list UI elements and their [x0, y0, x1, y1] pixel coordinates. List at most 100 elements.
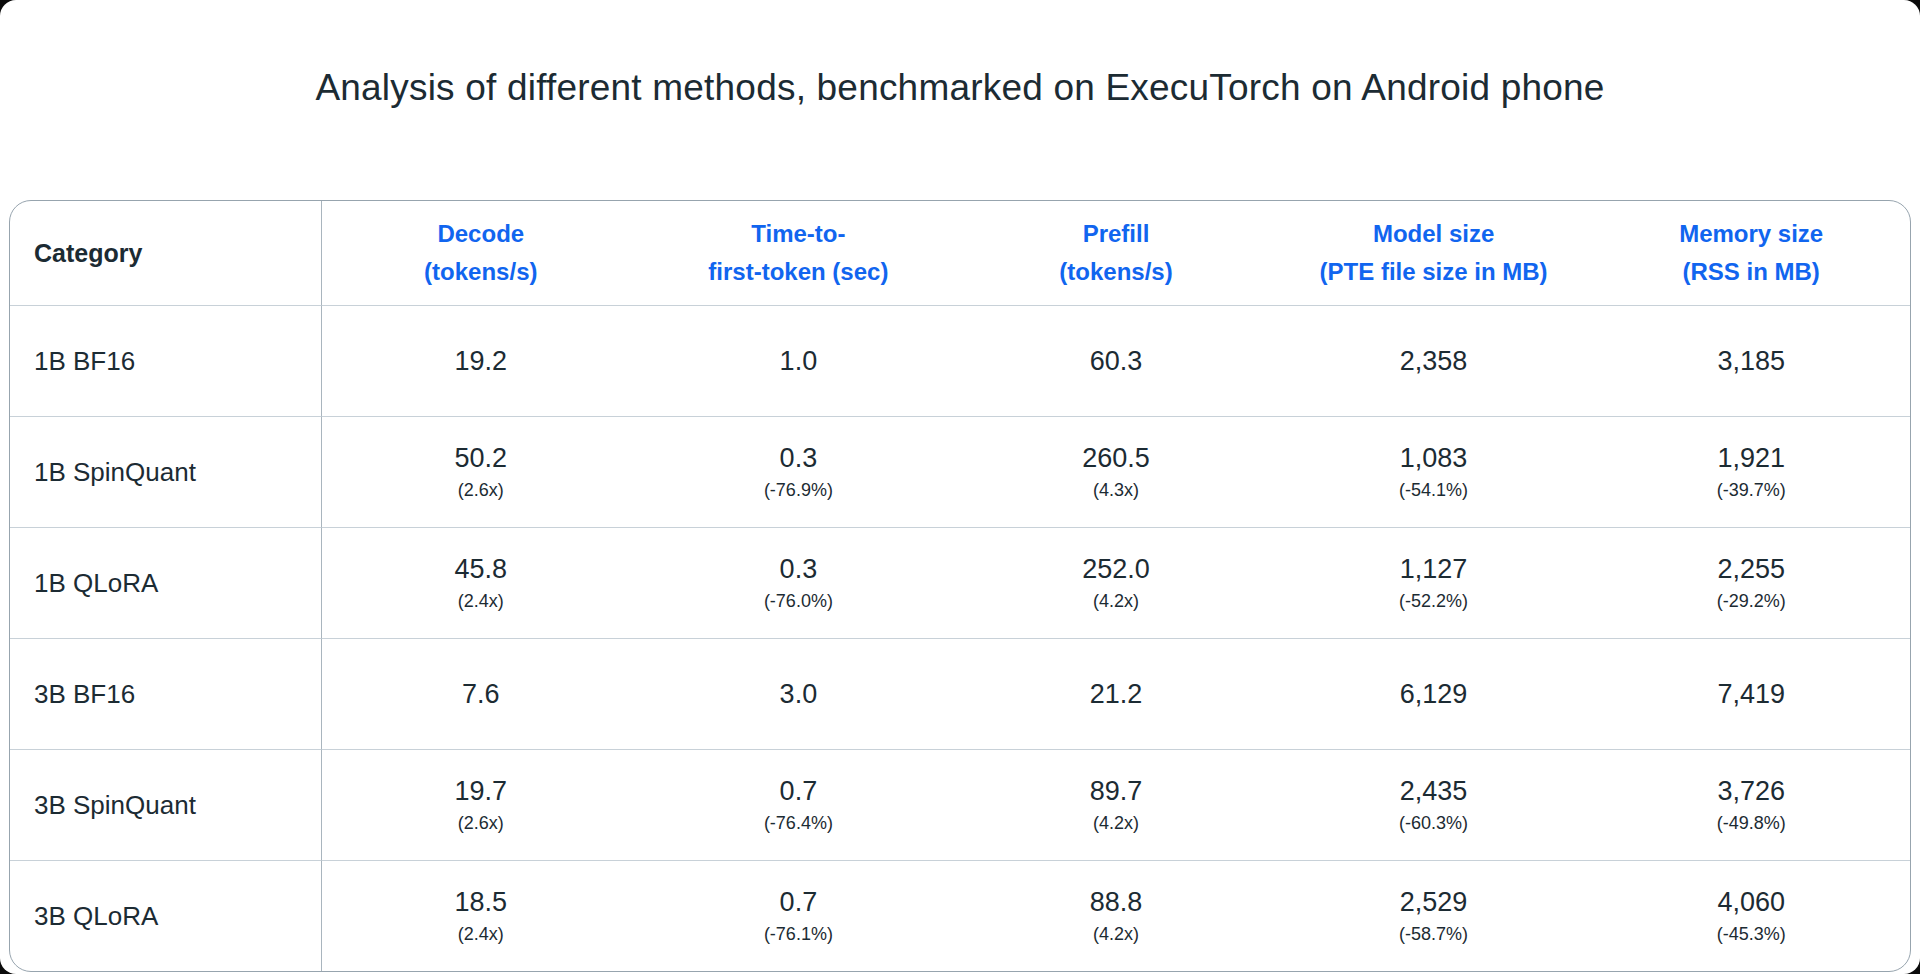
cell-subvalue: (4.2x): [1093, 591, 1139, 612]
cell-subvalue: (2.4x): [458, 591, 504, 612]
cell-value: 1,127: [1400, 554, 1468, 585]
cell-subvalue: (2.4x): [458, 924, 504, 945]
cell-value: 2,358: [1400, 346, 1468, 377]
cell-value: 0.7: [780, 776, 818, 807]
cell-value: 1.0: [780, 346, 818, 377]
cell-decode: 7.6: [322, 638, 640, 749]
cell-value: 19.7: [455, 776, 508, 807]
column-header-line1: Time-to-: [751, 215, 845, 253]
cell-subvalue: (-76.0%): [764, 591, 833, 612]
cell-decode: 19.2: [322, 305, 640, 416]
cell-value: 0.7: [780, 887, 818, 918]
cell-ttft: 0.3 (-76.9%): [640, 416, 958, 527]
column-header-line2: (PTE file size in MB): [1320, 253, 1548, 291]
cell-subvalue: (2.6x): [458, 480, 504, 501]
content-card: Analysis of different methods, benchmark…: [0, 0, 1920, 974]
cell-value: 3,726: [1717, 776, 1785, 807]
cell-ttft: 0.7 (-76.4%): [640, 749, 958, 860]
cell-value: 1,921: [1717, 443, 1785, 474]
cell-memory-size: 1,921 (-39.7%): [1592, 416, 1910, 527]
column-header-ttft: Time-to- first-token (sec): [640, 201, 958, 305]
cell-value: 3.0: [780, 679, 818, 710]
cell-model-size: 2,529 (-58.7%): [1275, 860, 1593, 971]
row-label: 3B BF16: [10, 638, 322, 749]
cell-model-size: 1,127 (-52.2%): [1275, 527, 1593, 638]
cell-value: 0.3: [780, 554, 818, 585]
cell-value: 45.8: [455, 554, 508, 585]
cell-memory-size: 3,726 (-49.8%): [1592, 749, 1910, 860]
cell-value: 3,185: [1717, 346, 1785, 377]
row-label: 3B SpinQuant: [10, 749, 322, 860]
column-header-line1: Decode: [437, 215, 524, 253]
cell-value: 89.7: [1090, 776, 1143, 807]
cell-model-size: 6,129: [1275, 638, 1593, 749]
cell-memory-size: 7,419: [1592, 638, 1910, 749]
cell-model-size: 1,083 (-54.1%): [1275, 416, 1593, 527]
cell-decode: 18.5 (2.4x): [322, 860, 640, 971]
page-title: Analysis of different methods, benchmark…: [0, 67, 1920, 109]
cell-value: 260.5: [1082, 443, 1150, 474]
row-label: 3B QLoRA: [10, 860, 322, 971]
cell-ttft: 1.0: [640, 305, 958, 416]
cell-value: 19.2: [455, 346, 508, 377]
cell-prefill: 88.8 (4.2x): [957, 860, 1275, 971]
column-header-line1: Model size: [1373, 215, 1494, 253]
cell-subvalue: (-54.1%): [1399, 480, 1468, 501]
cell-value: 7,419: [1717, 679, 1785, 710]
cell-subvalue: (-76.9%): [764, 480, 833, 501]
cell-prefill: 252.0 (4.2x): [957, 527, 1275, 638]
cell-value: 0.3: [780, 443, 818, 474]
cell-value: 18.5: [455, 887, 508, 918]
cell-decode: 50.2 (2.6x): [322, 416, 640, 527]
benchmark-table: Category Decode (tokens/s) Time-to- firs…: [9, 200, 1911, 972]
cell-memory-size: 4,060 (-45.3%): [1592, 860, 1910, 971]
cell-subvalue: (-29.2%): [1717, 591, 1786, 612]
cell-prefill: 89.7 (4.2x): [957, 749, 1275, 860]
column-header-category: Category: [10, 201, 322, 305]
cell-memory-size: 3,185: [1592, 305, 1910, 416]
column-header-memory-size: Memory size (RSS in MB): [1592, 201, 1910, 305]
cell-subvalue: (-76.4%): [764, 813, 833, 834]
cell-value: 2,255: [1717, 554, 1785, 585]
cell-subvalue: (-39.7%): [1717, 480, 1786, 501]
row-label: 1B BF16: [10, 305, 322, 416]
cell-value: 7.6: [462, 679, 500, 710]
row-label: 1B SpinQuant: [10, 416, 322, 527]
cell-subvalue: (-45.3%): [1717, 924, 1786, 945]
cell-subvalue: (4.2x): [1093, 924, 1139, 945]
column-header-model-size: Model size (PTE file size in MB): [1275, 201, 1593, 305]
cell-ttft: 0.3 (-76.0%): [640, 527, 958, 638]
cell-subvalue: (2.6x): [458, 813, 504, 834]
cell-prefill: 21.2: [957, 638, 1275, 749]
column-header-line2: (tokens/s): [1059, 253, 1172, 291]
cell-subvalue: (-52.2%): [1399, 591, 1468, 612]
cell-subvalue: (4.2x): [1093, 813, 1139, 834]
cell-value: 88.8: [1090, 887, 1143, 918]
cell-value: 6,129: [1400, 679, 1468, 710]
cell-subvalue: (-58.7%): [1399, 924, 1468, 945]
cell-ttft: 3.0: [640, 638, 958, 749]
cell-prefill: 60.3: [957, 305, 1275, 416]
column-header-line1: Memory size: [1679, 215, 1823, 253]
column-header-line1: Prefill: [1083, 215, 1150, 253]
column-header-decode: Decode (tokens/s): [322, 201, 640, 305]
cell-value: 2,529: [1400, 887, 1468, 918]
cell-value: 4,060: [1717, 887, 1785, 918]
cell-subvalue: (-49.8%): [1717, 813, 1786, 834]
cell-model-size: 2,358: [1275, 305, 1593, 416]
cell-value: 2,435: [1400, 776, 1468, 807]
cell-value: 50.2: [455, 443, 508, 474]
cell-memory-size: 2,255 (-29.2%): [1592, 527, 1910, 638]
column-header-prefill: Prefill (tokens/s): [957, 201, 1275, 305]
cell-ttft: 0.7 (-76.1%): [640, 860, 958, 971]
column-header-line2: first-token (sec): [708, 253, 888, 291]
cell-subvalue: (-60.3%): [1399, 813, 1468, 834]
cell-decode: 19.7 (2.6x): [322, 749, 640, 860]
row-label: 1B QLoRA: [10, 527, 322, 638]
cell-prefill: 260.5 (4.3x): [957, 416, 1275, 527]
cell-subvalue: (-76.1%): [764, 924, 833, 945]
cell-value: 21.2: [1090, 679, 1143, 710]
cell-model-size: 2,435 (-60.3%): [1275, 749, 1593, 860]
cell-value: 1,083: [1400, 443, 1468, 474]
cell-subvalue: (4.3x): [1093, 480, 1139, 501]
